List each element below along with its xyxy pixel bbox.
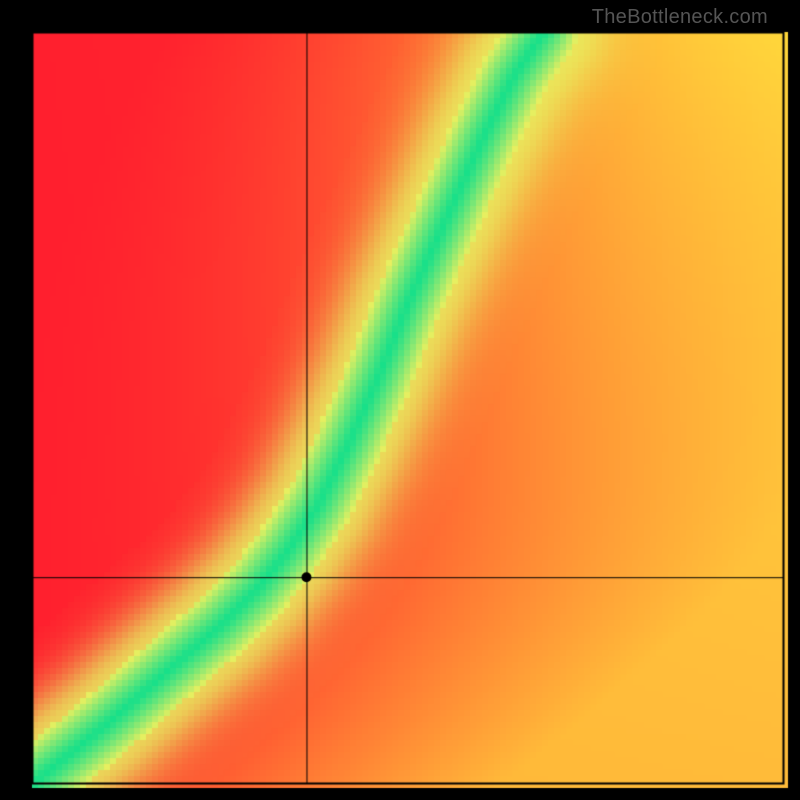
attribution-text: TheBottleneck.com (592, 6, 768, 29)
chart-container: TheBottleneck.com (0, 0, 800, 800)
bottleneck-heatmap (0, 0, 800, 800)
